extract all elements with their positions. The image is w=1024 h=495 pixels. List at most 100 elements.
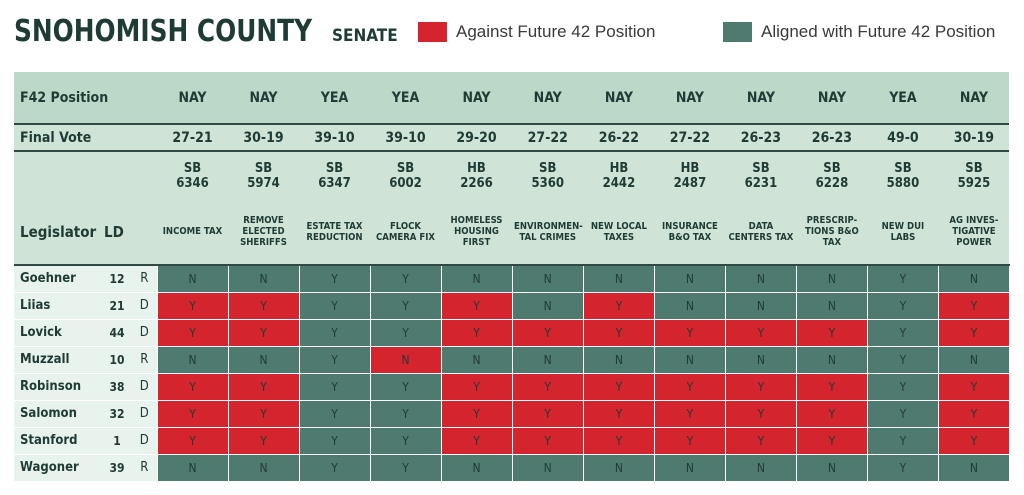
vote-aligned: Y <box>866 426 939 455</box>
legislator-row: Wagoner 39 R N N Y Y N N N N N N Y N <box>14 453 1010 482</box>
vote-against: Y <box>795 399 868 428</box>
vote-against: Y <box>511 372 584 401</box>
legislator-row: Muzzall 10 R N N Y N N N N N N N Y N <box>14 345 1010 374</box>
legislator-party: D <box>132 373 157 401</box>
legislator-ld: 12 <box>102 265 132 293</box>
vote-against: Y <box>511 318 584 347</box>
vote-aligned: N <box>511 264 584 293</box>
bill-number: HB 2442 <box>583 151 654 199</box>
title-chamber: SENATE <box>332 26 398 46</box>
legend-aligned-swatch <box>723 22 752 42</box>
legislator-party: R <box>132 265 157 293</box>
vote-aligned: Y <box>866 453 939 482</box>
vote-aligned: Y <box>369 372 442 401</box>
vote-against: Y <box>795 426 868 455</box>
bill-num: 6228 <box>815 175 849 191</box>
bill-final-vote: 30-19 <box>228 124 299 152</box>
bill-number: SB 6231 <box>725 151 796 199</box>
bill-subject: PRESCRIP-TIONS B&O TAX <box>796 199 868 266</box>
legislator-row: Goehner 12 R N N Y Y N N N N N N Y N <box>14 264 1010 293</box>
vote-aligned: Y <box>369 453 442 482</box>
title-county: SNOHOMISH COUNTY <box>14 14 313 49</box>
legislator-row: Liias 21 D Y Y Y Y Y N Y N N N Y Y <box>14 291 1010 320</box>
bill-number: SB 5974 <box>228 151 299 199</box>
vote-aligned: N <box>511 345 584 374</box>
vote-aligned: N <box>653 291 726 320</box>
bill-final-vote: 29-20 <box>441 124 512 152</box>
bill-position: NAY <box>938 72 1010 125</box>
bill-num: 6346 <box>176 175 209 191</box>
vote-against: Y <box>440 426 513 455</box>
bill-num: 6231 <box>744 175 778 191</box>
bill-num: 2487 <box>673 175 707 191</box>
vote-against: Y <box>724 318 797 347</box>
bill-number: SB 5880 <box>867 151 938 199</box>
legislator-row: Salomon 32 D Y Y Y Y Y Y Y Y Y Y Y Y <box>14 399 1010 428</box>
bill-position: NAY <box>157 72 228 125</box>
vote-aligned: N <box>795 291 868 320</box>
bill-position: NAY <box>512 72 584 125</box>
bill-num: 6002 <box>389 175 422 191</box>
vote-aligned: Y <box>298 453 371 482</box>
bill-subject: ENVIRONMEN-TAL CRIMES <box>512 199 584 266</box>
page-title: SNOHOMISH COUNTY SENATE <box>14 14 398 49</box>
vote-against: Y <box>227 291 300 320</box>
vote-aligned: Y <box>866 399 939 428</box>
legislator-name: Muzzall <box>14 346 102 374</box>
bill-position: NAY <box>725 72 797 125</box>
legislator-party: D <box>132 400 157 428</box>
legislator-row: Lovick 44 D Y Y Y Y Y Y Y Y Y Y Y Y <box>14 318 1010 347</box>
legislator-name: Salomon <box>14 400 102 428</box>
vote-aligned: N <box>227 264 300 293</box>
vote-aligned: N <box>653 345 726 374</box>
vote-against: Y <box>582 291 655 320</box>
bill-number-label <box>14 151 157 199</box>
vote-aligned: Y <box>369 399 442 428</box>
bill-type: HB <box>609 160 629 176</box>
legend-against: Against Future 42 Position <box>418 22 655 42</box>
bill-position: NAY <box>796 72 868 125</box>
vote-aligned: N <box>937 264 1010 293</box>
legislator-party: R <box>132 346 157 374</box>
subject-row: Legislator LD INCOME TAX REMOVE ELECTED S… <box>14 199 1010 266</box>
legend-against-label: Against Future 42 Position <box>456 22 656 41</box>
bill-number: SB 6002 <box>370 151 441 199</box>
bill-type: SB <box>965 160 983 176</box>
vote-aligned: Y <box>298 264 371 293</box>
vote-aligned: N <box>156 345 229 374</box>
bill-num: 6347 <box>318 175 351 191</box>
vote-aligned: N <box>156 453 229 482</box>
bill-number-row: SB 6346 SB 5974 SB 6347 SB 6002 HB 2266 SB 5360 HB 24… <box>14 151 1010 199</box>
legislator-party: D <box>132 427 157 455</box>
vote-against: Y <box>653 372 726 401</box>
bill-number: SB 6346 <box>157 151 228 199</box>
vote-against: Y <box>582 372 655 401</box>
vote-against: Y <box>227 426 300 455</box>
legislator-name: Wagoner <box>14 454 102 482</box>
vote-against: Y <box>156 399 229 428</box>
vote-aligned: Y <box>369 426 442 455</box>
bill-num: 2442 <box>602 175 636 191</box>
legislator-name: Lovick <box>14 319 102 347</box>
bill-final-vote: 49-0 <box>867 124 939 152</box>
vote-against: Y <box>227 372 300 401</box>
vote-against: Y <box>937 318 1010 347</box>
bill-num: 2266 <box>460 175 493 191</box>
vote-aligned: N <box>156 264 229 293</box>
vote-aligned: N <box>440 453 513 482</box>
bill-type: HB <box>680 160 700 176</box>
vote-table: F42 Position NAY NAY YEA YEA NAY NAY NAY NAY NAY… <box>14 72 1010 482</box>
legislator-ld: 10 <box>102 346 132 374</box>
legislator-ld: 1 <box>102 427 132 455</box>
bill-subject: ESTATE TAX REDUCTION <box>299 199 370 266</box>
legislator-party: D <box>132 319 157 347</box>
bill-final-vote: 26-23 <box>725 124 797 152</box>
bill-final-vote: 27-22 <box>654 124 726 152</box>
vote-against: Y <box>156 291 229 320</box>
legend-against-swatch <box>418 22 447 42</box>
vote-aligned: Y <box>866 318 939 347</box>
vote-aligned: Y <box>369 264 442 293</box>
bill-final-vote: 39-10 <box>299 124 370 152</box>
vote-against: Y <box>724 399 797 428</box>
bill-type: SB <box>752 160 770 176</box>
